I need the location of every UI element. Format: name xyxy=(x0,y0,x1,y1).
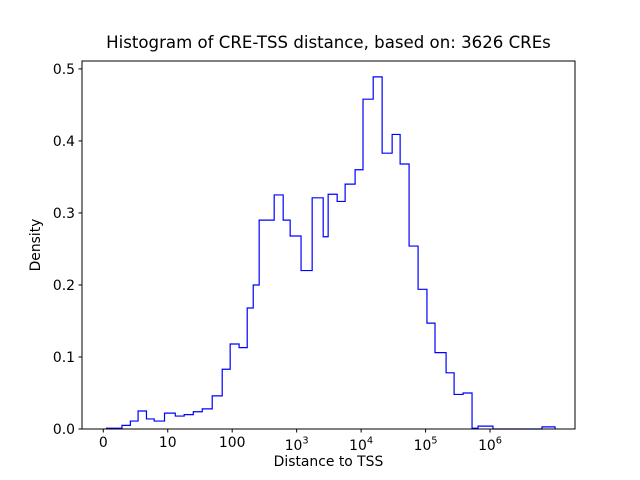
y-tick-label: 0.5 xyxy=(53,62,75,78)
x-tick-label: 0 xyxy=(99,435,108,451)
x-tick-label: 100 xyxy=(219,435,246,451)
y-tick-label: 0.4 xyxy=(53,134,75,150)
plot-frame xyxy=(81,60,576,430)
x-tick-label: 106 xyxy=(478,436,502,455)
x-axis-label: Distance to TSS xyxy=(274,454,384,470)
x-tick-label: 105 xyxy=(414,436,438,455)
y-tick-label: 0.2 xyxy=(53,278,75,294)
y-tick-label: 0.1 xyxy=(53,350,75,366)
histogram-step-line xyxy=(105,76,556,430)
x-tick-label: 103 xyxy=(285,436,309,455)
y-tick-label: 0.3 xyxy=(53,206,75,222)
y-axis-label: Density xyxy=(28,219,44,272)
y-axis-ticks: 0.0 0.1 0.2 0.3 0.4 0.5 xyxy=(53,62,82,438)
x-tick-label: 104 xyxy=(349,436,373,455)
x-tick-label: 10 xyxy=(159,435,177,451)
y-tick-label: 0.0 xyxy=(53,422,75,438)
x-axis-ticks: 0 10 100 103 104 105 106 xyxy=(99,429,502,454)
chart-title: Histogram of CRE-TSS distance, based on:… xyxy=(106,33,551,52)
